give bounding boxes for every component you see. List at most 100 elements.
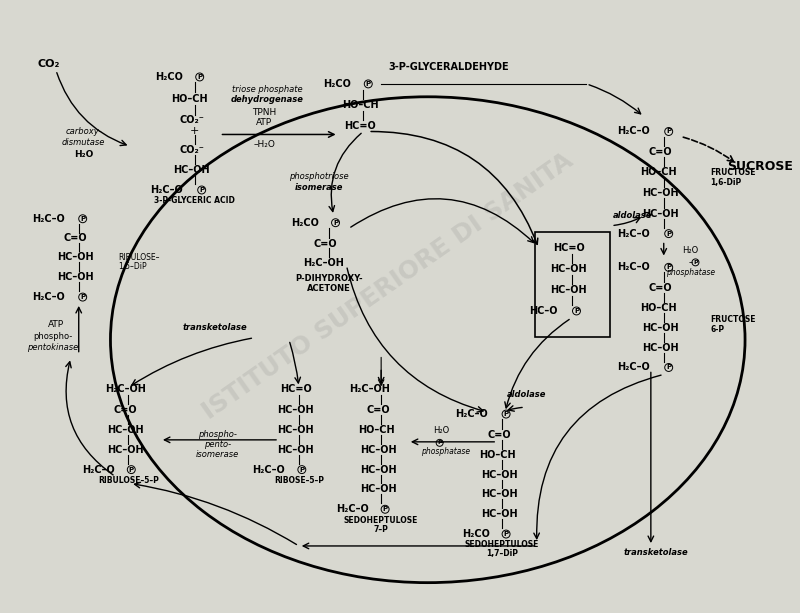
Text: HC–OH: HC–OH: [174, 165, 210, 175]
Text: HO–CH: HO–CH: [479, 450, 515, 460]
Text: HC–O: HC–O: [529, 306, 558, 316]
Text: C=O: C=O: [114, 405, 137, 415]
Text: pento-: pento-: [204, 440, 231, 449]
Text: HC–OH: HC–OH: [58, 253, 94, 262]
Text: P-DIHYDROXY-: P-DIHYDROXY-: [294, 274, 362, 283]
Text: HO–CH: HO–CH: [641, 303, 677, 313]
Text: 3-P-GLYCERIC ACID: 3-P-GLYCERIC ACID: [154, 196, 235, 205]
Text: RIBULOSE–: RIBULOSE–: [118, 253, 160, 262]
Text: SEDOHEPTULOSE: SEDOHEPTULOSE: [344, 516, 418, 525]
Text: aldolase: aldolase: [507, 390, 546, 398]
Text: H₂CO: H₂CO: [291, 218, 318, 227]
Text: HO–CH: HO–CH: [171, 94, 208, 104]
Text: ACETONE: ACETONE: [306, 284, 350, 292]
Text: H₂C–O: H₂C–O: [617, 126, 650, 137]
Text: isomerase: isomerase: [196, 450, 239, 459]
Text: HC–OH: HC–OH: [360, 465, 397, 474]
Text: HC–OH: HC–OH: [550, 285, 587, 295]
Text: C=O: C=O: [649, 147, 673, 158]
Text: C=O: C=O: [649, 283, 673, 293]
Text: HC–OH: HC–OH: [360, 445, 397, 455]
Text: HC–OH: HC–OH: [278, 405, 314, 415]
Text: HC–OH: HC–OH: [481, 509, 518, 519]
Text: P: P: [666, 129, 671, 134]
Text: –: –: [688, 258, 693, 267]
Text: P: P: [666, 264, 671, 270]
Text: H₂O: H₂O: [434, 427, 450, 435]
Text: HC–OH: HC–OH: [642, 209, 679, 219]
Text: P: P: [299, 466, 304, 473]
Text: 3-P-GLYCERALDEHYDE: 3-P-GLYCERALDEHYDE: [388, 62, 509, 72]
Text: HC–OH: HC–OH: [360, 484, 397, 495]
Text: HC–OH: HC–OH: [481, 489, 518, 500]
Text: HC=O: HC=O: [553, 243, 585, 254]
Text: C=O: C=O: [314, 238, 338, 248]
Text: 7–P: 7–P: [374, 525, 389, 533]
Text: P: P: [80, 294, 86, 300]
Text: H₂C–O: H₂C–O: [617, 229, 650, 238]
Text: H₂CO: H₂CO: [462, 529, 490, 539]
Text: H₂C–O: H₂C–O: [32, 292, 65, 302]
Text: H₂C–O: H₂C–O: [32, 214, 65, 224]
Text: HO–CH: HO–CH: [358, 425, 394, 435]
Text: HC–OH: HC–OH: [58, 272, 94, 282]
Text: pentokinase: pentokinase: [27, 343, 78, 352]
Text: HC–OH: HC–OH: [481, 470, 518, 479]
Text: 1,6-DiP: 1,6-DiP: [710, 178, 742, 186]
Text: ATP: ATP: [48, 321, 64, 329]
Text: HC–OH: HC–OH: [278, 425, 314, 435]
Text: H₂O: H₂O: [74, 150, 94, 159]
Text: P: P: [693, 260, 698, 265]
Text: triose phosphate: triose phosphate: [232, 85, 302, 94]
Text: H₂C–O: H₂C–O: [150, 185, 183, 195]
Text: C=O: C=O: [366, 405, 390, 415]
Text: H₂C–O: H₂C–O: [337, 504, 370, 514]
Text: dismutase: dismutase: [62, 138, 106, 147]
Text: H₂CO: H₂CO: [155, 72, 183, 82]
Text: H₂C–O: H₂C–O: [82, 465, 114, 474]
Text: P: P: [80, 216, 86, 222]
Text: phosphatase: phosphatase: [666, 268, 715, 277]
Text: transketolase: transketolase: [623, 549, 688, 557]
Text: H₂C–O: H₂C–O: [252, 465, 285, 474]
Text: phospho-: phospho-: [198, 430, 237, 440]
Text: H₂C–OH: H₂C–OH: [303, 258, 344, 268]
Text: P: P: [366, 81, 371, 87]
Text: 6-P: 6-P: [710, 326, 725, 334]
Text: FRUCTOSE: FRUCTOSE: [710, 167, 756, 177]
Text: isomerase: isomerase: [294, 183, 343, 191]
Text: P: P: [197, 74, 202, 80]
Text: HO–CH: HO–CH: [342, 100, 378, 110]
Text: SEDOHEPTULOSE: SEDOHEPTULOSE: [465, 541, 539, 549]
Text: aldolase: aldolase: [614, 211, 653, 220]
Text: –: –: [439, 438, 444, 447]
Text: FRUCTOSE: FRUCTOSE: [710, 315, 756, 324]
Text: HC–OH: HC–OH: [642, 343, 679, 352]
Text: dehydrogenase: dehydrogenase: [230, 95, 303, 104]
Text: 1,7–DiP: 1,7–DiP: [486, 549, 518, 558]
Text: HC–OH: HC–OH: [642, 323, 679, 333]
Text: RIBOSE–5–P: RIBOSE–5–P: [274, 476, 324, 485]
Text: HC–OH: HC–OH: [550, 264, 587, 274]
Text: HO–CH: HO–CH: [641, 167, 677, 177]
Text: P: P: [438, 440, 442, 445]
Text: H₂C–OH: H₂C–OH: [349, 384, 390, 394]
Text: P: P: [666, 230, 671, 237]
Text: SUCROSE: SUCROSE: [727, 160, 793, 173]
Text: P: P: [503, 531, 509, 537]
Text: TPNH: TPNH: [252, 108, 276, 117]
Text: P: P: [574, 308, 579, 314]
Text: ATP: ATP: [256, 118, 272, 127]
Text: C=O: C=O: [64, 232, 87, 243]
Text: CO₂: CO₂: [38, 59, 60, 69]
Text: phosphotriose: phosphotriose: [289, 172, 349, 181]
Text: H₂C–O: H₂C–O: [455, 409, 488, 419]
Text: P: P: [199, 187, 204, 193]
Text: C=O: C=O: [487, 430, 511, 440]
Text: +: +: [190, 126, 199, 137]
Text: P: P: [503, 411, 509, 417]
Text: 1,5–DiP: 1,5–DiP: [118, 262, 147, 271]
Text: HC–OH: HC–OH: [642, 188, 679, 198]
Text: P: P: [666, 365, 671, 370]
Text: HC–OH: HC–OH: [107, 445, 144, 455]
